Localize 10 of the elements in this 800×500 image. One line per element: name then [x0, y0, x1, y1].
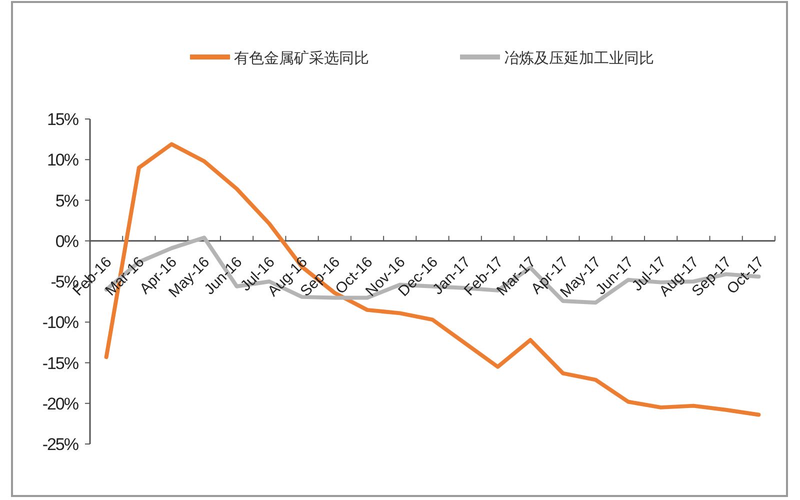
y-tick-label: 5%	[55, 191, 79, 210]
y-tick-label: 0%	[55, 232, 79, 251]
y-tick-label: -10%	[42, 313, 79, 332]
legend-label: 有色金属矿采选同比	[234, 50, 369, 67]
legend-label: 冶炼及压延加工业同比	[504, 50, 654, 67]
y-tick-label: -20%	[42, 394, 79, 414]
y-tick-label: 10%	[46, 150, 79, 170]
y-tick-label: 15%	[46, 110, 79, 129]
y-tick-label: -25%	[42, 435, 79, 454]
y-tick-label: -15%	[42, 354, 79, 373]
